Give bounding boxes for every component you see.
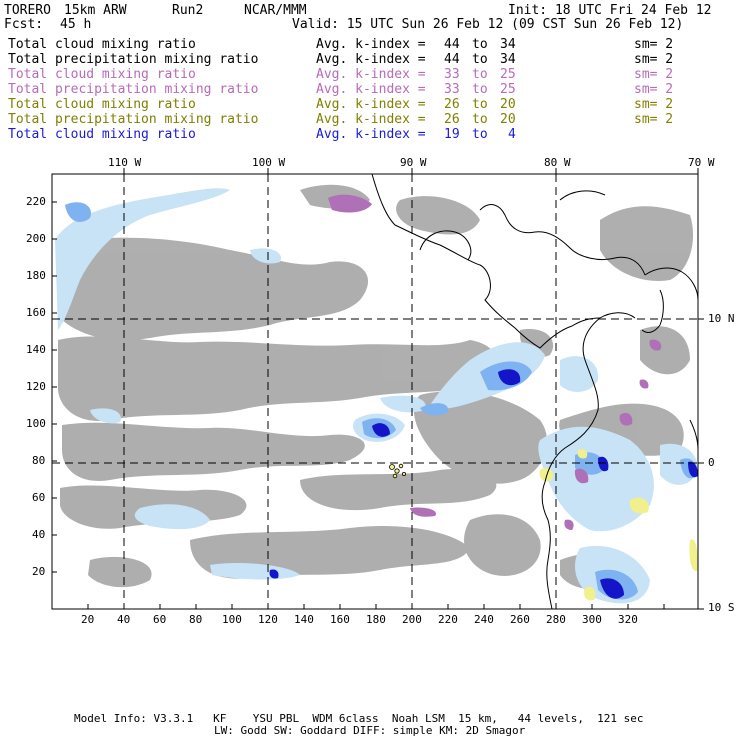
y-tick-label: 20 — [32, 565, 46, 578]
legend-kindex-label: Avg. k-index = — [316, 127, 426, 142]
model-name: TORERO — [4, 3, 51, 18]
legend-kindex-label: Avg. k-index = — [316, 97, 426, 112]
y-tick-label: 100 — [26, 417, 46, 430]
left-axis-ticks — [52, 201, 57, 573]
y-tick-label: 80 — [32, 454, 46, 467]
y-tick-label: 120 — [26, 380, 46, 393]
lat-lon-grid — [52, 174, 698, 609]
longitude-label: 110 W — [108, 156, 142, 169]
valid-time: Valid: 15 UTC Sun 26 Feb 12 (09 CST Sun … — [292, 17, 684, 32]
y-tick-label: 60 — [32, 491, 46, 504]
y-tick-label: 200 — [26, 232, 46, 245]
x-tick-label: 260 — [510, 613, 530, 626]
legend-kindex-to-label: to — [472, 82, 488, 97]
latitude-label: 10 N — [708, 312, 735, 325]
y-tick-label: 220 — [26, 195, 46, 208]
forecast-label: Fcst: — [4, 17, 44, 32]
legend-field: Total precipitation mixing ratio — [8, 52, 259, 67]
bottom-axis-ticks — [87, 604, 665, 609]
legend-kindex-from: 19 — [444, 127, 460, 142]
legend-kindex-from: 33 — [444, 67, 460, 82]
legend-smoothing: sm= 2 — [634, 52, 674, 67]
model-run: Run2 — [172, 3, 204, 18]
x-tick-label: 320 — [618, 613, 638, 626]
heavy-precip-field — [269, 369, 698, 599]
legend-kindex-to: 20 — [500, 97, 516, 112]
x-tick-label: 280 — [546, 613, 566, 626]
legend-kindex-from: 33 — [444, 82, 460, 97]
y-tick-label: 180 — [26, 269, 46, 282]
legend-kindex-to-label: to — [472, 37, 488, 52]
y-tick-label: 40 — [32, 528, 46, 541]
model-resolution: 15km ARW — [64, 3, 127, 18]
legend-smoothing: sm= 2 — [634, 112, 674, 127]
legend-kindex-from: 26 — [444, 112, 460, 127]
x-tick-label: 20 — [81, 613, 95, 626]
legend-smoothing: sm= 2 — [634, 97, 674, 112]
legend-field: Total cloud mixing ratio — [8, 127, 196, 142]
physics-info: LW: Godd SW: Goddard DIFF: simple KM: 2D… — [214, 724, 526, 737]
legend-kindex-from: 26 — [444, 97, 460, 112]
legend-kindex-label: Avg. k-index = — [316, 37, 426, 52]
plot-frame — [51, 173, 699, 610]
legend-field: Total cloud mixing ratio — [8, 97, 196, 112]
latitude-label: 10 S — [708, 601, 735, 614]
longitude-label: 100 W — [252, 156, 286, 169]
legend-kindex-to: 4 — [508, 127, 516, 142]
legend-kindex-to: 25 — [500, 67, 516, 82]
x-tick-label: 60 — [153, 613, 167, 626]
legend-kindex-label: Avg. k-index = — [316, 52, 426, 67]
y-tick-label: 160 — [26, 306, 46, 319]
legend-kindex-to: 20 — [500, 112, 516, 127]
longitude-label: 70 W — [688, 156, 715, 169]
coastline — [371, 174, 698, 609]
legend-kindex-to-label: to — [472, 97, 488, 112]
x-tick-label: 300 — [582, 613, 602, 626]
latitude-label: 0 — [708, 456, 715, 469]
cloud-mixing-field — [58, 184, 694, 590]
model-info: Model Info: V3.3.1 KF YSU PBL WDM 6class… — [74, 712, 644, 725]
x-tick-label: 160 — [330, 613, 350, 626]
right-latitude-ticks — [698, 318, 704, 610]
longitude-label: 80 W — [544, 156, 571, 169]
convective-field-purple — [328, 194, 662, 530]
legend-field: Total cloud mixing ratio — [8, 37, 196, 52]
legend-kindex-to-label: to — [472, 127, 488, 142]
legend-kindex-to-label: to — [472, 52, 488, 67]
galapagos-islands — [389, 463, 406, 479]
legend-kindex-to: 25 — [500, 82, 516, 97]
legend-kindex-to: 34 — [500, 52, 516, 67]
legend-kindex-to-label: to — [472, 112, 488, 127]
x-tick-label: 220 — [438, 613, 458, 626]
legend-kindex-to: 34 — [500, 37, 516, 52]
y-tick-label: 140 — [26, 343, 46, 356]
init-time: Init: 18 UTC Fri 24 Feb 12 — [508, 3, 712, 18]
x-tick-label: 180 — [366, 613, 386, 626]
legend-field: Total precipitation mixing ratio — [8, 112, 259, 127]
top-longitude-ticks — [123, 168, 699, 174]
longitude-label: 90 W — [400, 156, 427, 169]
x-tick-label: 100 — [222, 613, 242, 626]
model-org: NCAR/MMM — [244, 3, 307, 18]
legend-smoothing: sm= 2 — [634, 67, 674, 82]
forecast-hours: 45 h — [60, 17, 92, 32]
legend-kindex-from: 44 — [444, 37, 460, 52]
x-tick-label: 40 — [117, 613, 131, 626]
legend-kindex-label: Avg. k-index = — [316, 82, 426, 97]
x-tick-label: 80 — [189, 613, 203, 626]
legend-field: Total cloud mixing ratio — [8, 67, 196, 82]
legend-kindex-from: 44 — [444, 52, 460, 67]
legend-kindex-label: Avg. k-index = — [316, 67, 426, 82]
x-tick-label: 200 — [402, 613, 422, 626]
x-tick-label: 240 — [474, 613, 494, 626]
legend-field: Total precipitation mixing ratio — [8, 82, 259, 97]
x-tick-label: 120 — [258, 613, 278, 626]
legend-kindex-label: Avg. k-index = — [316, 112, 426, 127]
convective-field-yellow — [539, 449, 698, 601]
legend-smoothing: sm= 2 — [634, 82, 674, 97]
legend-smoothing: sm= 2 — [634, 37, 674, 52]
x-tick-label: 140 — [294, 613, 314, 626]
legend-kindex-to-label: to — [472, 67, 488, 82]
